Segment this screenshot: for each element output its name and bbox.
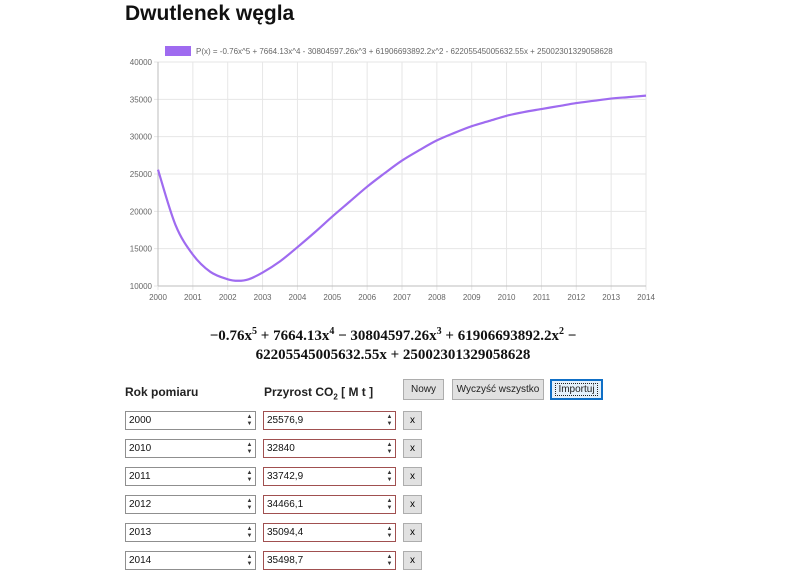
spin-up-icon[interactable]: ▲ <box>386 441 393 448</box>
polynomial-formula: −0.76x5 + 7664.13x4 − 30804597.26x3 + 61… <box>120 322 666 365</box>
value-spinner[interactable]: ▲ ▼ <box>385 413 394 428</box>
x-tick-label: 2005 <box>323 293 341 302</box>
value-input[interactable]: 32840 ▲ ▼ <box>263 439 396 458</box>
x-tick-label: 2008 <box>428 293 446 302</box>
x-tick-label: 2002 <box>219 293 237 302</box>
formula-line-1: −0.76x5 + 7664.13x4 − 30804597.26x3 + 61… <box>209 326 577 344</box>
year-spinner[interactable]: ▲ ▼ <box>245 497 254 512</box>
year-spinner[interactable]: ▲ ▼ <box>245 441 254 456</box>
spin-up-icon[interactable]: ▲ <box>246 497 253 504</box>
x-tick-label: 2011 <box>533 293 551 302</box>
spin-down-icon[interactable]: ▼ <box>246 421 253 428</box>
chart-plot <box>156 94 647 282</box>
value-input[interactable]: 33742,9 ▲ ▼ <box>263 467 396 486</box>
spin-down-icon[interactable]: ▼ <box>386 421 393 428</box>
value-spinner[interactable]: ▲ ▼ <box>385 441 394 456</box>
spin-up-icon[interactable]: ▲ <box>246 553 253 560</box>
value-spinner[interactable]: ▲ ▼ <box>385 553 394 568</box>
spin-up-icon[interactable]: ▲ <box>386 525 393 532</box>
chart-axes: 40000 35000 30000 25000 20000 15000 10000 2000 2… <box>130 58 656 302</box>
spin-up-icon[interactable]: ▲ <box>386 553 393 560</box>
x-tick-label: 2014 <box>637 293 655 302</box>
x-tick-label: 2012 <box>567 293 585 302</box>
x-tick-label: 2003 <box>254 293 272 302</box>
y-tick-label: 40000 <box>130 58 153 67</box>
value-spinner[interactable]: ▲ ▼ <box>385 497 394 512</box>
series-line <box>156 94 647 282</box>
value-spinner[interactable]: ▲ ▼ <box>385 469 394 484</box>
new-button[interactable]: Nowy <box>403 379 444 400</box>
legend-swatch <box>165 46 191 56</box>
year-input[interactable]: 2014 ▲ ▼ <box>125 551 256 570</box>
y-tick-label: 10000 <box>130 282 153 291</box>
value-spinner[interactable]: ▲ ▼ <box>385 525 394 540</box>
remove-row-button[interactable]: x <box>403 467 422 486</box>
x-tick-label: 2013 <box>602 293 620 302</box>
y-tick-label: 35000 <box>130 95 153 104</box>
x-tick-label: 2000 <box>149 293 167 302</box>
year-spinner[interactable]: ▲ ▼ <box>245 469 254 484</box>
line-chart: 40000 35000 30000 25000 20000 15000 10000 2000 2… <box>130 46 656 302</box>
year-column-header: Rok pomiaru <box>125 385 199 399</box>
year-input[interactable]: 2013 ▲ ▼ <box>125 523 256 542</box>
y-tick-label: 15000 <box>130 245 153 254</box>
spin-down-icon[interactable]: ▼ <box>386 449 393 456</box>
x-tick-label: 2007 <box>393 293 411 302</box>
year-input[interactable]: 2011 ▲ ▼ <box>125 467 256 486</box>
y-tick-label: 20000 <box>130 207 153 216</box>
remove-row-button[interactable]: x <box>403 551 422 570</box>
value-input[interactable]: 25576,9 ▲ ▼ <box>263 411 396 430</box>
spin-down-icon[interactable]: ▼ <box>246 505 253 512</box>
page-title: Dwutlenek węgla <box>125 2 295 25</box>
spin-down-icon[interactable]: ▼ <box>246 477 253 484</box>
chart-legend: P(x) = -0.76x^5 + 7664.13x^4 - 30804597.… <box>165 46 613 56</box>
spin-down-icon[interactable]: ▼ <box>386 561 393 568</box>
value-input[interactable]: 35094,4 ▲ ▼ <box>263 523 396 542</box>
x-tick-label: 2001 <box>184 293 202 302</box>
spin-up-icon[interactable]: ▲ <box>246 525 253 532</box>
spin-down-icon[interactable]: ▼ <box>246 561 253 568</box>
x-tick-label: 2006 <box>358 293 376 302</box>
spin-up-icon[interactable]: ▲ <box>246 413 253 420</box>
spin-down-icon[interactable]: ▼ <box>246 449 253 456</box>
remove-row-button[interactable]: x <box>403 411 422 430</box>
remove-row-button[interactable]: x <box>403 523 422 542</box>
spin-up-icon[interactable]: ▲ <box>246 441 253 448</box>
legend-label: P(x) = -0.76x^5 + 7664.13x^4 - 30804597.… <box>196 47 613 56</box>
formula-line-2: 62205545005632.55x + 25002301329058628 <box>255 347 531 363</box>
remove-row-button[interactable]: x <box>403 439 422 458</box>
year-spinner[interactable]: ▲ ▼ <box>245 553 254 568</box>
year-input[interactable]: 2010 ▲ ▼ <box>125 439 256 458</box>
spin-up-icon[interactable]: ▲ <box>386 413 393 420</box>
x-tick-label: 2004 <box>289 293 307 302</box>
x-tick-label: 2009 <box>463 293 481 302</box>
import-button[interactable]: Importuj <box>550 379 603 400</box>
y-tick-label: 25000 <box>130 170 153 179</box>
year-spinner[interactable]: ▲ ▼ <box>245 413 254 428</box>
spin-up-icon[interactable]: ▲ <box>386 469 393 476</box>
year-input[interactable]: 2000 ▲ ▼ <box>125 411 256 430</box>
value-input[interactable]: 35498,7 ▲ ▼ <box>263 551 396 570</box>
spin-down-icon[interactable]: ▼ <box>386 477 393 484</box>
year-spinner[interactable]: ▲ ▼ <box>245 525 254 540</box>
spin-down-icon[interactable]: ▼ <box>386 533 393 540</box>
value-input[interactable]: 34466,1 ▲ ▼ <box>263 495 396 514</box>
x-tick-label: 2010 <box>498 293 516 302</box>
remove-row-button[interactable]: x <box>403 495 422 514</box>
chart-grid <box>154 61 647 290</box>
spin-up-icon[interactable]: ▲ <box>386 497 393 504</box>
spin-up-icon[interactable]: ▲ <box>246 469 253 476</box>
clear-all-button[interactable]: Wyczyść wszystko <box>452 379 544 400</box>
spin-down-icon[interactable]: ▼ <box>386 505 393 512</box>
value-column-header: Przyrost CO2 [ M t ] <box>264 385 374 402</box>
year-input[interactable]: 2012 ▲ ▼ <box>125 495 256 514</box>
spin-down-icon[interactable]: ▼ <box>246 533 253 540</box>
y-tick-label: 30000 <box>130 133 153 142</box>
